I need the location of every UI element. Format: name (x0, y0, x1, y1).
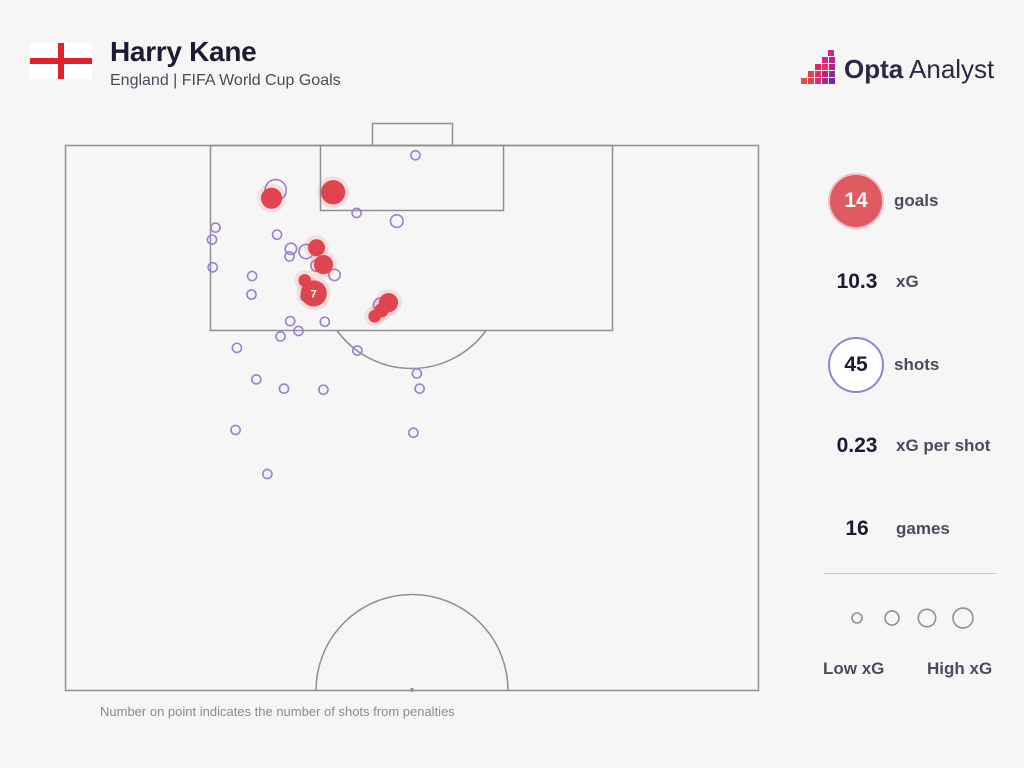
shot-point (246, 270, 258, 282)
goal-point (300, 280, 327, 307)
stat-xg: 10.3 xG (828, 270, 919, 294)
goal-frame (371, 122, 454, 147)
flag-cross-vertical (58, 43, 64, 79)
shot-point (351, 207, 363, 219)
goals-count-circle: 14 (828, 173, 884, 229)
chart-subtitle: England | FIFA World Cup Goals (110, 72, 341, 89)
goal-point (313, 254, 334, 275)
legend-high-xg: High xG (927, 659, 993, 678)
shot-point (319, 316, 331, 328)
xg-value: 10.3 (836, 270, 878, 293)
stat-games: 16 games (828, 517, 950, 541)
shot-point (206, 234, 218, 245)
shot-point (207, 261, 219, 273)
shot-point (231, 342, 243, 354)
opta-analyst-logo: Opta Analyst (798, 48, 1008, 90)
goals-layer: 7 (256, 176, 403, 327)
shot-point (318, 384, 329, 396)
xg-label: xG (896, 272, 919, 291)
games-value: 16 (845, 517, 869, 540)
opta-analyst-wordmark: Opta Analyst (844, 54, 995, 84)
chart-title: Harry Kane (110, 36, 257, 67)
stat-xg-per-shot: 0.23 xG per shot (828, 434, 991, 458)
penalty-area (209, 144, 614, 332)
shot-point (250, 373, 262, 385)
stat-goals: 14 goals (828, 173, 938, 229)
penalty-count-label: 7 (311, 288, 317, 300)
goal-point (368, 309, 381, 323)
shot-point (278, 383, 290, 395)
shot-point (328, 268, 341, 282)
goals-label: goals (894, 191, 939, 210)
goal-point (260, 187, 283, 209)
footnote: Number on point indicates the number of … (100, 704, 455, 719)
shot-point (284, 251, 295, 262)
shot-point (261, 468, 273, 480)
shot-point (389, 213, 404, 229)
shot-point (284, 315, 296, 327)
shot-point (284, 242, 298, 256)
legend-low-xg: Low xG (823, 659, 885, 678)
shot-point (275, 331, 286, 342)
six-yard-box (319, 144, 505, 212)
shot-point (246, 289, 257, 300)
penalty-arc (336, 330, 487, 370)
shot-point (410, 149, 421, 161)
stat-shots: 45 shots (828, 337, 939, 393)
opta-logo-icon (801, 50, 835, 84)
shot-point (414, 383, 425, 395)
shot-point (271, 229, 283, 241)
xg-per-shot-label: xG per shot (896, 436, 991, 455)
shot-point (351, 345, 363, 356)
centre-spot (410, 688, 414, 692)
games-label: games (896, 519, 950, 538)
xg-per-shot-value: 0.23 (836, 434, 878, 457)
legend-divider (824, 573, 996, 574)
goal-point (320, 180, 346, 205)
shot-point (230, 424, 241, 436)
shot-point (408, 427, 419, 439)
shot-point (210, 222, 221, 233)
pitch-boundary (64, 144, 760, 692)
centre-circle-half (315, 593, 509, 691)
shot-point (293, 325, 304, 337)
shots-count-circle: 45 (828, 337, 884, 393)
goal-point (308, 239, 326, 257)
england-flag (30, 43, 92, 79)
shot-point (411, 368, 423, 379)
shots-label: shots (894, 355, 940, 374)
